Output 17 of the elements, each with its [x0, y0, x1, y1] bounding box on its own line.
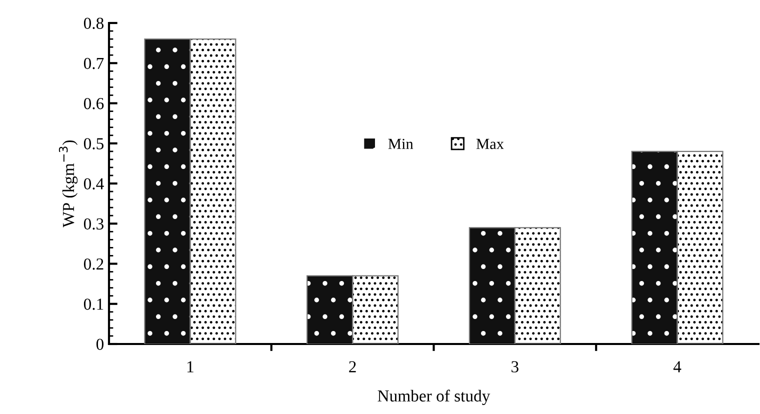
legend-label: Max	[476, 138, 504, 150]
y-tick-label: 0.7	[84, 58, 104, 70]
x-tick-label: 1	[187, 361, 194, 372]
x-axis-title: Number of study	[378, 390, 490, 405]
x-tick-label: 3	[512, 361, 518, 372]
y-tick-label: 0.4	[84, 178, 104, 190]
legend-label: Min	[388, 138, 414, 149]
y-tick-label: 0.5	[84, 138, 104, 150]
x-tick-label: 2	[349, 361, 356, 372]
y-tick-label: 0.6	[84, 98, 104, 110]
y-tick-label: 0	[96, 338, 104, 350]
y-tick-label: 0.8	[84, 18, 104, 30]
y-axis-title: WP (kgm$^{−3}$)	[58, 140, 78, 228]
y-tick-label: 0.2	[84, 258, 104, 270]
y-tick-label: 0.1	[84, 298, 104, 310]
y-tick-label: 0.3	[84, 218, 104, 230]
x-tick-label: 4	[673, 361, 682, 372]
